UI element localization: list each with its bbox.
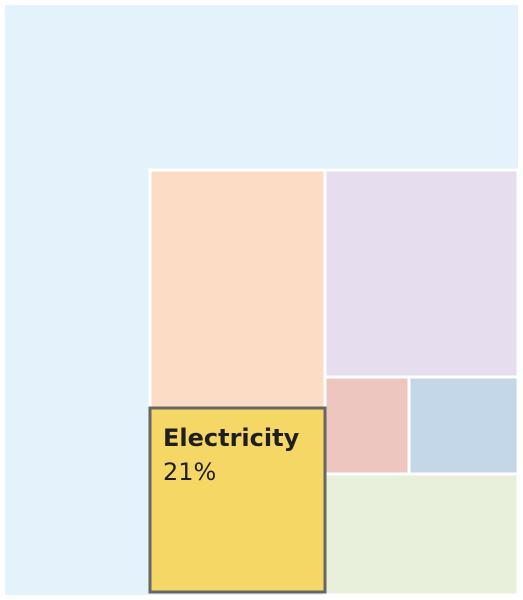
tile-blue: [407, 375, 520, 476]
tile-green: [323, 472, 520, 597]
electricity-value: 21%: [163, 458, 216, 486]
electricity-label: Electricity: [163, 424, 300, 452]
tile-electricity: [148, 406, 327, 594]
tile-lavender: [323, 168, 520, 379]
tile-rose: [323, 375, 411, 476]
tile-peach: [148, 168, 327, 410]
